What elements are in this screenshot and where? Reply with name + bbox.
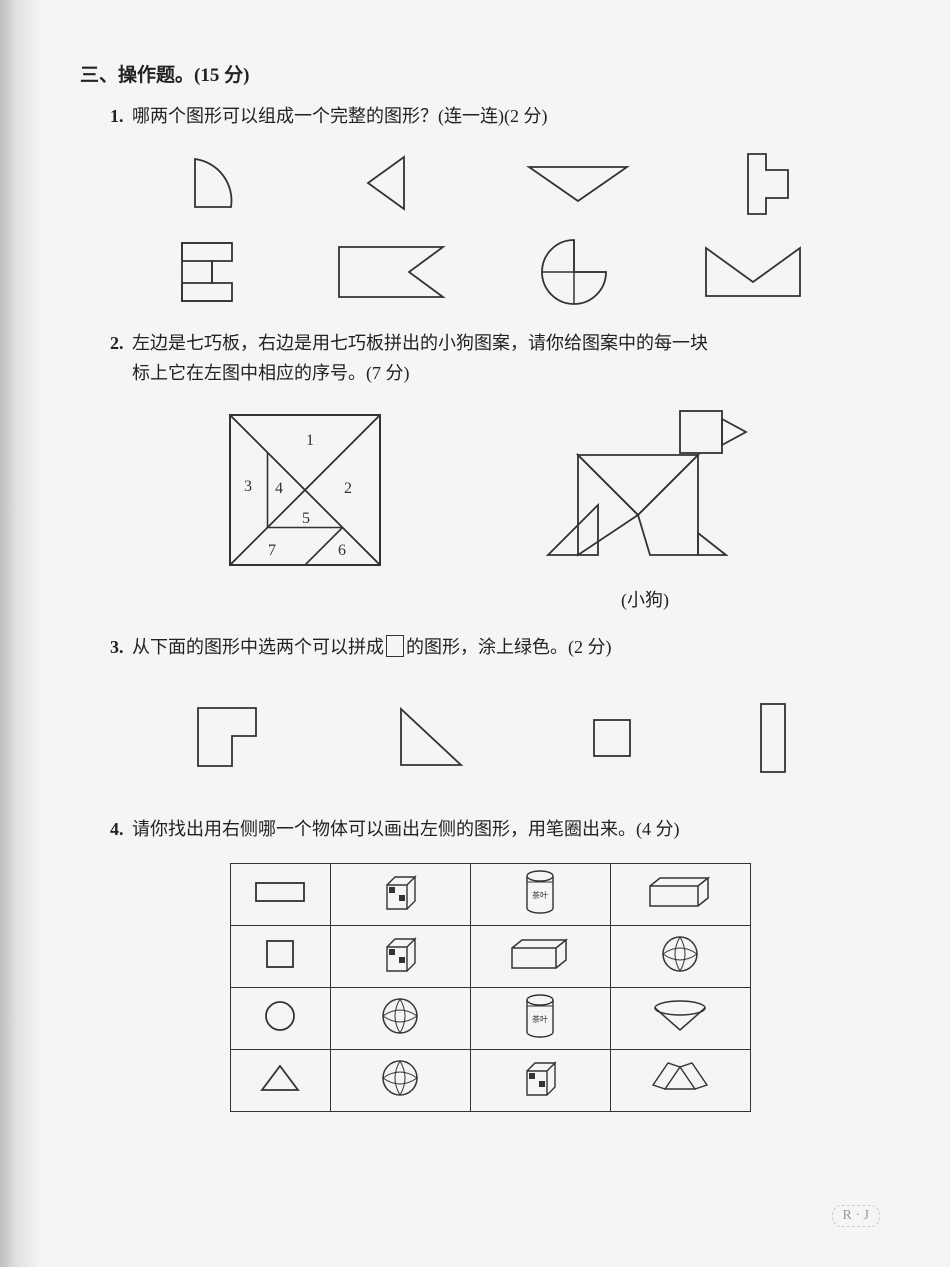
shape-envelope-icon	[698, 242, 808, 302]
tangram-label-2: 2	[344, 480, 352, 497]
shape-flag-notch-icon	[331, 239, 451, 305]
cell-ball2-icon	[330, 987, 470, 1049]
q2-line1: 左边是七巧板，右边是用七巧板拼出的小狗图案，请你给图案中的每一块	[132, 333, 708, 353]
q3-after: 的图形，涂上绿色。(2 分)	[406, 637, 612, 657]
tangram-dog: (小狗)	[530, 405, 760, 612]
tangram-square: 1 2 3 4 5 6 7	[220, 405, 390, 580]
cell-cuboid-icon	[610, 863, 750, 925]
svg-text:茶叶: 茶叶	[532, 1014, 548, 1024]
q1-body: 哪两个图形可以组成一个完整的图形？(连一连)(2 分)	[132, 106, 547, 126]
q2-figures: 1 2 3 4 5 6 7	[150, 405, 830, 612]
q3-shape-square-icon	[584, 710, 640, 766]
table-row	[230, 1049, 750, 1111]
page-footer: R · J	[832, 1205, 880, 1227]
shape-quarter-icon	[183, 151, 253, 216]
cell-target-triangle	[230, 1049, 330, 1111]
table-row	[230, 925, 750, 987]
q1-num: 1.	[110, 101, 132, 132]
cell-target-circle	[230, 987, 330, 1049]
q4-body: 请你找出用右侧哪一个物体可以画出左侧的图形，用笔圈出来。(4 分)	[132, 819, 680, 839]
q1-top-row	[130, 150, 850, 218]
tangram-label-3: 3	[244, 478, 252, 495]
question-2: 2.左边是七巧板，右边是用七巧板拼出的小狗图案，请你给图案中的每一块 标上它在左…	[110, 328, 870, 612]
q3-target-rect-icon	[386, 635, 404, 657]
q3-text: 3.从下面的图形中选两个可以拼成 的图形，涂上绿色。(2 分)	[110, 632, 870, 663]
q2-num: 2.	[110, 328, 132, 359]
shape-triangle-down-icon	[523, 159, 633, 209]
q3-num: 3.	[110, 632, 132, 663]
shape-three-quarter-circle-icon	[535, 236, 613, 308]
q4-table: 茶叶	[230, 863, 751, 1112]
cell-can-icon: 茶叶	[470, 863, 610, 925]
q4-num: 4.	[110, 814, 132, 845]
q2-text: 2.左边是七巧板，右边是用七巧板拼出的小狗图案，请你给图案中的每一块 标上它在左…	[110, 328, 870, 389]
tangram-label-7: 7	[268, 542, 276, 559]
cell-cube2-icon	[330, 925, 470, 987]
cell-prism-icon	[610, 1049, 750, 1111]
q1-text: 1.哪两个图形可以组成一个完整的图形？(连一连)(2 分)	[110, 101, 870, 132]
tangram-label-4: 4	[275, 480, 283, 497]
cell-cone-icon	[610, 987, 750, 1049]
tangram-label-1: 1	[306, 432, 314, 449]
dog-label: (小狗)	[530, 586, 760, 612]
question-1: 1.哪两个图形可以组成一个完整的图形？(连一连)(2 分)	[110, 101, 870, 308]
cell-cube3-icon	[470, 1049, 610, 1111]
tangram-label-5: 5	[302, 510, 310, 527]
cell-ball-icon	[610, 925, 750, 987]
shape-c-bracket-icon	[172, 237, 246, 307]
q3-shape-rect-icon	[751, 696, 795, 780]
page-content: 三、操作题。(15 分) 1.哪两个图形可以组成一个完整的图形？(连一连)(2 …	[0, 0, 950, 1172]
table-row: 茶叶	[230, 987, 750, 1049]
shape-triangle-left-icon	[358, 151, 418, 216]
q3-shape-triangle-icon	[387, 699, 473, 777]
q1-bottom-row	[130, 236, 850, 308]
cell-target-square	[230, 925, 330, 987]
cell-can2-icon: 茶叶	[470, 987, 610, 1049]
tangram-label-6: 6	[338, 542, 346, 559]
q3-shape-l-icon	[186, 698, 276, 778]
cell-ball3-icon	[330, 1049, 470, 1111]
table-row: 茶叶	[230, 863, 750, 925]
cell-cube-icon	[330, 863, 470, 925]
q3-shapes	[130, 696, 850, 780]
q4-text: 4.请你找出用右侧哪一个物体可以画出左侧的图形，用笔圈出来。(4 分)	[110, 814, 870, 845]
shape-step-right-icon	[738, 150, 798, 218]
q3-before: 从下面的图形中选两个可以拼成	[132, 637, 384, 657]
question-4: 4.请你找出用右侧哪一个物体可以画出左侧的图形，用笔圈出来。(4 分)	[110, 814, 870, 1112]
cell-target-rect	[230, 863, 330, 925]
section-header: 三、操作题。(15 分)	[80, 60, 870, 87]
q2-line2: 标上它在左图中相应的序号。(7 分)	[132, 363, 410, 383]
svg-text:茶叶: 茶叶	[532, 890, 548, 900]
page-shadow	[0, 0, 40, 1267]
question-3: 3.从下面的图形中选两个可以拼成 的图形，涂上绿色。(2 分)	[110, 632, 870, 781]
cell-cuboid2-icon	[470, 925, 610, 987]
